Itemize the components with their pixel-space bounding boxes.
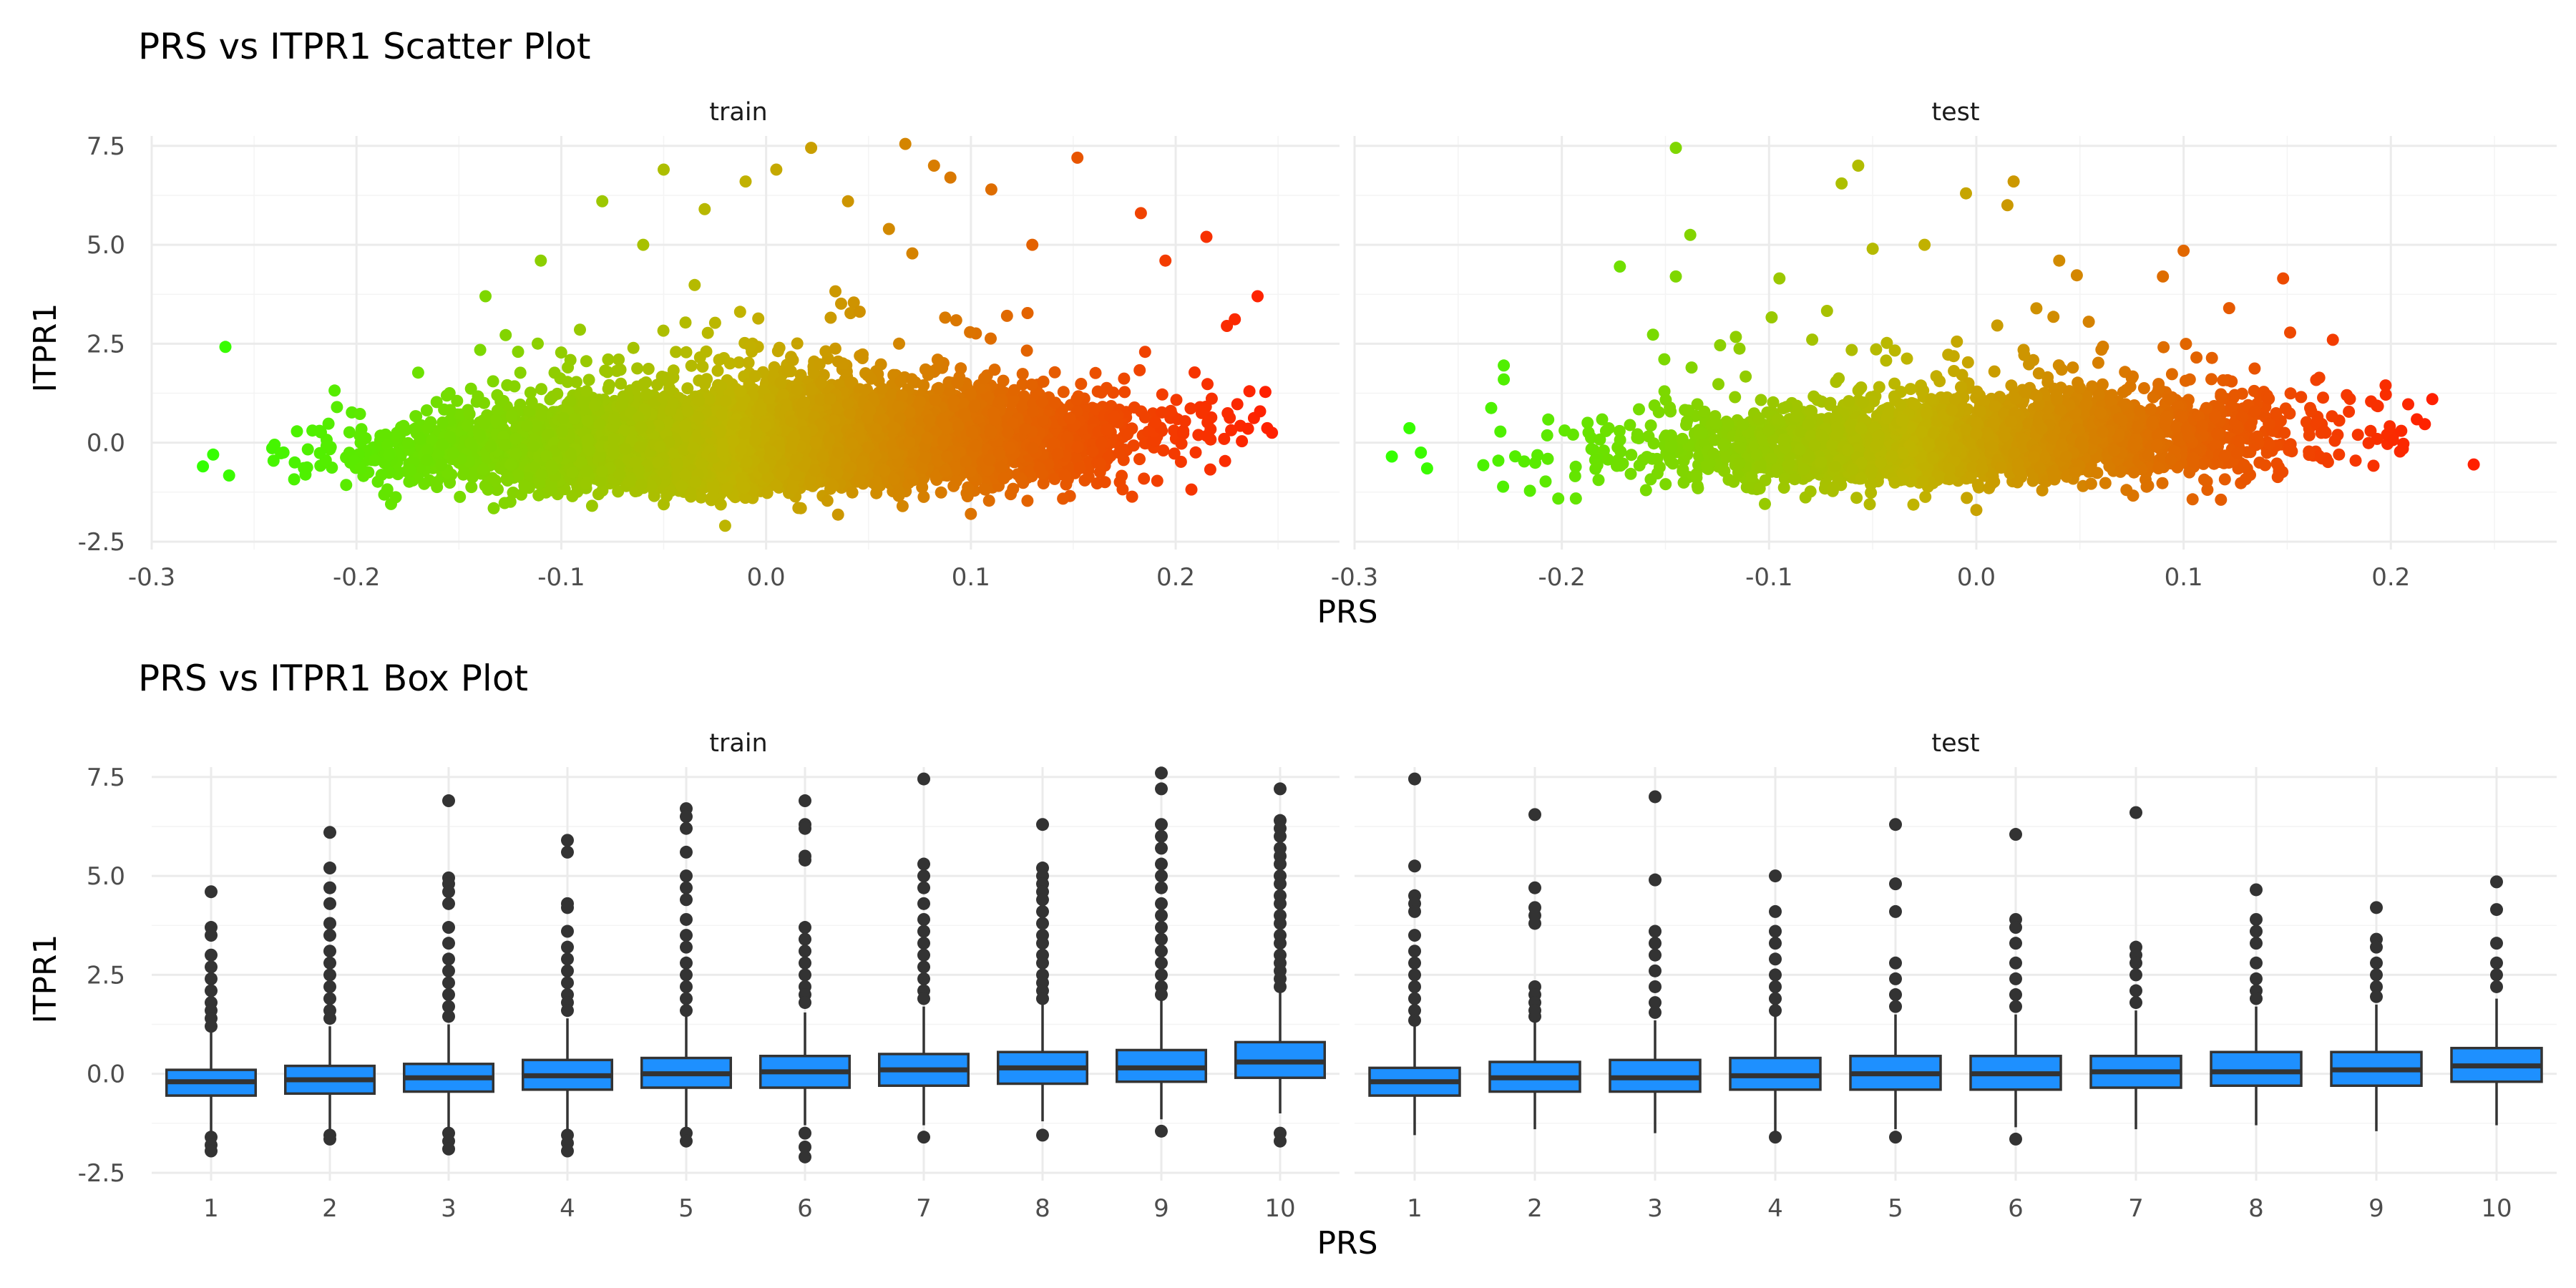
scatter-point [831, 508, 844, 521]
scatter-points [197, 137, 1279, 532]
scatter-point [1138, 472, 1151, 485]
scatter-point [1259, 386, 1272, 399]
y-tick-label: 0.0 [87, 429, 125, 458]
scatter-point [1184, 402, 1197, 415]
scatter-point [1101, 381, 1113, 394]
scatter-point [454, 490, 467, 503]
scatter-point [835, 297, 847, 310]
scatter-point [440, 389, 453, 402]
scatter-point [1016, 368, 1029, 381]
scatter-point [1189, 366, 1201, 379]
scatter-point [1205, 392, 1218, 405]
scatter-point [939, 311, 952, 324]
y-tick-label: -2.5 [78, 528, 125, 557]
scatter-point [580, 355, 592, 368]
x-tick-label: 0.1 [952, 563, 990, 592]
scatter-point [627, 341, 640, 354]
x-tick-label: -0.1 [537, 563, 585, 592]
y-tick-label: 5.0 [87, 231, 125, 260]
scatter-point [701, 326, 714, 339]
scatter-train-panel: -0.3 -0.2 -0.1 0.0 0.1 0.2 -2.5 0.0 2.5 5.0 7.5 [78, 132, 1340, 592]
scatter-point [684, 490, 697, 503]
scatter-point [532, 337, 544, 350]
x-tick-label: 0.0 [747, 563, 786, 592]
scatter-point [514, 366, 527, 379]
x-tick-label: 0.2 [1156, 563, 1195, 592]
scatter-point [1156, 388, 1169, 401]
scatter-train-strip-label: train [709, 98, 767, 127]
scatter-point [688, 278, 701, 291]
scatter-point [535, 383, 547, 396]
scatter-point [642, 363, 655, 375]
scatter-point [430, 396, 443, 409]
scatter-point [301, 461, 313, 474]
scatter-point [982, 494, 995, 507]
scatter-point [562, 361, 575, 374]
scatter-point [1048, 366, 1061, 379]
x-tick-label: -0.2 [333, 563, 380, 592]
scatter-point [1057, 492, 1070, 505]
scatter-point [708, 316, 721, 329]
y-tick-label: 7.5 [87, 132, 125, 161]
scatter-title: PRS vs ITPR1 Scatter Plot [138, 26, 590, 67]
scatter-point [1000, 309, 1013, 322]
scatter-point [1168, 447, 1181, 460]
scatter-point [1241, 422, 1254, 435]
y-tick-label: 2.5 [87, 330, 125, 358]
scatter-point [1254, 405, 1267, 418]
scatter-point [499, 328, 512, 341]
scatter-point [713, 353, 726, 366]
scatter-point [1189, 446, 1202, 459]
scatter-point [301, 443, 314, 456]
scatter-point [1236, 435, 1249, 448]
scatter-point [1037, 375, 1050, 388]
scatter-point [742, 356, 755, 369]
x-tick-label: -0.3 [128, 563, 175, 592]
scatter-test-strip-label: test [1931, 98, 1979, 127]
scatter-point [792, 502, 805, 514]
scatter-point [829, 342, 841, 355]
scatter-point [693, 351, 706, 364]
scatter-point [1231, 398, 1244, 411]
scatter-point [1118, 386, 1131, 399]
scatter-point [685, 359, 698, 372]
scatter-point [411, 366, 424, 379]
scatter-point [679, 316, 692, 329]
scatter-point [487, 502, 500, 514]
scatter-point [487, 375, 499, 388]
scatter-point [602, 353, 615, 366]
scatter-point [1089, 366, 1102, 379]
scatter-point [771, 345, 784, 358]
scatter-section: PRS vs ITPR1 Scatter Plot train test -0.… [27, 26, 2557, 630]
scatter-point [1201, 378, 1214, 391]
scatter-point [631, 362, 644, 375]
scatter-point [906, 247, 919, 260]
scatter-point [223, 469, 235, 482]
scatter-point [786, 353, 799, 366]
scatter-point [570, 376, 582, 389]
